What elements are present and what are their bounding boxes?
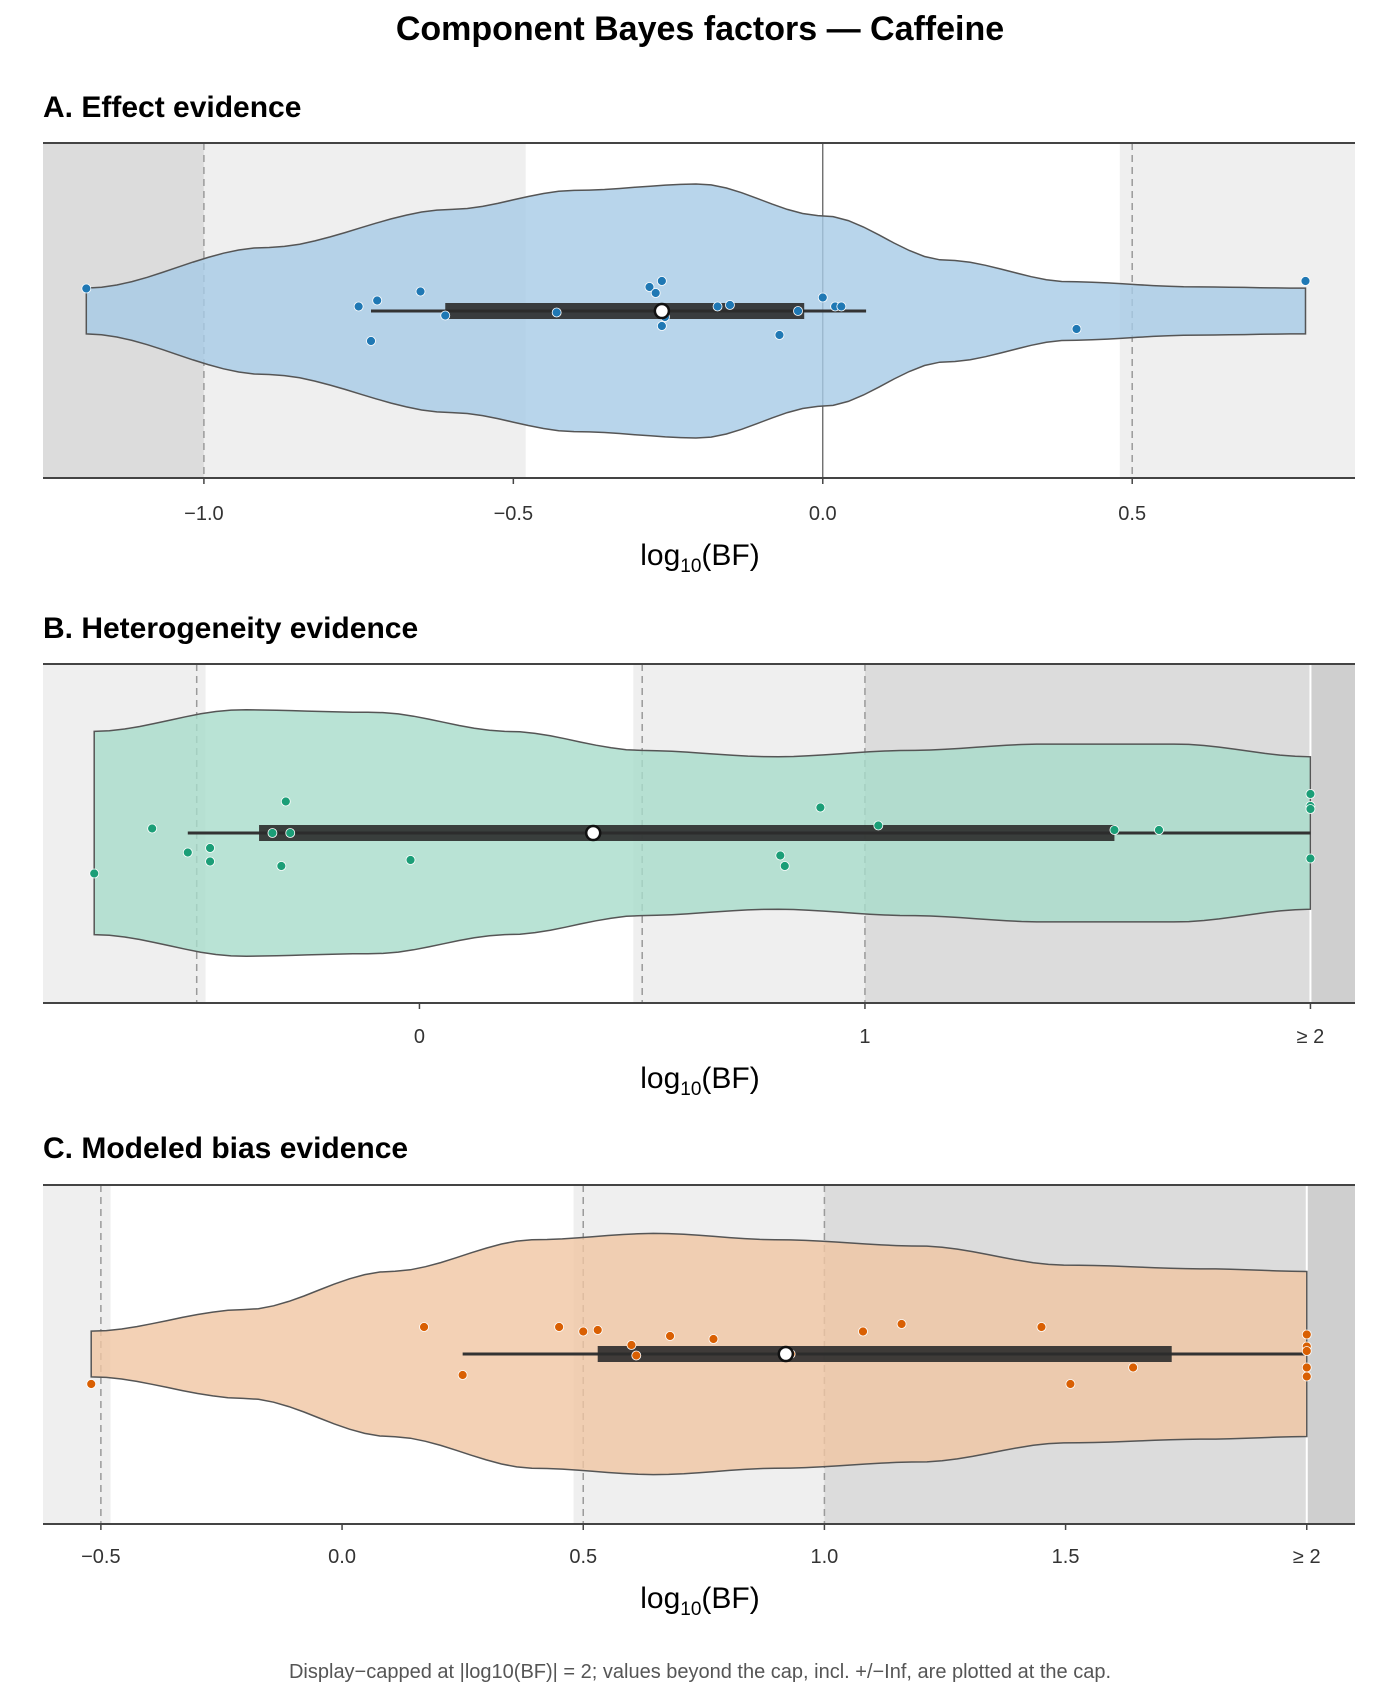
data-point bbox=[775, 850, 786, 861]
panel-title: C. Modeled bias evidence bbox=[43, 1132, 408, 1165]
data-point bbox=[1301, 1362, 1312, 1373]
data-point bbox=[457, 1370, 468, 1380]
data-point bbox=[644, 282, 655, 292]
data-point bbox=[1305, 853, 1316, 864]
x-tick-label: 0.0 bbox=[328, 1546, 356, 1568]
panel-title: A. Effect evidence bbox=[43, 91, 301, 124]
data-point bbox=[1065, 1379, 1076, 1389]
data-point bbox=[1071, 324, 1082, 334]
panel-1: A. Effect evidence −1.0 −0.5 0.0 0.5 log10(BF… bbox=[43, 91, 1355, 577]
x-tick-label: ≥ 2 bbox=[1297, 1026, 1325, 1048]
x-tick-label: 1.0 bbox=[811, 1546, 839, 1568]
data-point bbox=[858, 1326, 868, 1337]
data-point bbox=[1300, 276, 1311, 286]
iqr-box bbox=[597, 1346, 1172, 1362]
median-marker bbox=[777, 1345, 795, 1363]
data-point bbox=[81, 283, 92, 294]
data-point bbox=[708, 1334, 719, 1344]
panel-2: B. Heterogeneity evidence 0 1 ≥ 2 log10(BF) bbox=[43, 612, 1355, 1100]
x-tick-label: −0.5 bbox=[494, 503, 533, 525]
iqr-box bbox=[445, 303, 805, 319]
data-point bbox=[89, 868, 100, 879]
data-point bbox=[656, 321, 667, 331]
x-tick-label: −0.5 bbox=[81, 1546, 120, 1568]
data-point bbox=[578, 1326, 589, 1337]
x-axis-label: log10(BF) bbox=[640, 1582, 760, 1620]
data-point bbox=[554, 1322, 565, 1332]
data-point bbox=[836, 301, 847, 312]
data-point bbox=[372, 295, 383, 306]
data-point bbox=[1301, 1371, 1312, 1382]
x-tick-label: 0.5 bbox=[1118, 503, 1146, 525]
x-axis-label: log10(BF) bbox=[640, 539, 760, 577]
data-point bbox=[1305, 789, 1316, 799]
data-point bbox=[1128, 1362, 1139, 1373]
data-point bbox=[779, 861, 790, 871]
data-point bbox=[1036, 1322, 1047, 1332]
data-point bbox=[147, 823, 158, 834]
data-point bbox=[815, 802, 826, 813]
data-point bbox=[285, 828, 296, 838]
data-point bbox=[419, 1322, 429, 1332]
x-tick-label: 1.5 bbox=[1052, 1546, 1080, 1568]
data-point bbox=[267, 828, 278, 838]
x-axis-label: log10(BF) bbox=[640, 1062, 760, 1100]
data-point bbox=[793, 306, 803, 316]
figure-title: Component Bayes factors — Caffeine bbox=[396, 10, 1004, 48]
evidence-band bbox=[1306, 1185, 1355, 1524]
evidence-band bbox=[1310, 664, 1355, 1003]
x-tick-label: ≥ 2 bbox=[1293, 1546, 1321, 1568]
data-point bbox=[276, 861, 287, 871]
data-point bbox=[405, 855, 416, 865]
data-point bbox=[366, 336, 376, 346]
panel-3: C. Modeled bias evidence −0.5 0.0 0.5 1.0 1.5… bbox=[43, 1132, 1355, 1620]
data-point bbox=[1154, 825, 1164, 835]
iqr-box bbox=[259, 825, 1115, 841]
data-point bbox=[725, 300, 735, 310]
data-point bbox=[631, 1350, 642, 1361]
data-point bbox=[712, 301, 723, 312]
data-point bbox=[1301, 1346, 1312, 1356]
x-tick-label: 0.0 bbox=[809, 503, 837, 525]
panel-title: B. Heterogeneity evidence bbox=[43, 612, 418, 645]
data-point bbox=[896, 1319, 907, 1329]
data-point bbox=[665, 1331, 675, 1341]
data-point bbox=[440, 310, 451, 321]
data-point bbox=[650, 288, 661, 298]
data-point bbox=[1301, 1329, 1312, 1340]
data-point bbox=[1109, 825, 1120, 835]
data-point bbox=[656, 276, 667, 286]
data-point bbox=[415, 286, 426, 297]
data-point bbox=[817, 292, 828, 303]
data-point bbox=[182, 847, 193, 858]
cap-note: Display−capped at |log10(BF)| = 2; value… bbox=[289, 1661, 1111, 1683]
data-point bbox=[280, 796, 291, 807]
data-point bbox=[873, 820, 884, 831]
data-point bbox=[1305, 804, 1316, 814]
data-point bbox=[592, 1325, 603, 1335]
x-tick-label: −1.0 bbox=[184, 503, 223, 525]
data-point bbox=[626, 1340, 637, 1350]
data-point bbox=[353, 301, 364, 312]
data-point bbox=[774, 330, 785, 340]
data-point bbox=[86, 1379, 97, 1389]
median-marker bbox=[584, 824, 602, 842]
data-point bbox=[205, 843, 215, 853]
data-point bbox=[205, 856, 215, 867]
median-marker bbox=[653, 302, 671, 320]
panels: A. Effect evidence −1.0 −0.5 0.0 0.5 log10(BF… bbox=[43, 91, 1355, 1620]
x-tick-label: 0 bbox=[414, 1026, 425, 1048]
data-point bbox=[551, 307, 562, 318]
x-tick-label: 1 bbox=[859, 1026, 870, 1048]
x-tick-label: 0.5 bbox=[569, 1546, 597, 1568]
